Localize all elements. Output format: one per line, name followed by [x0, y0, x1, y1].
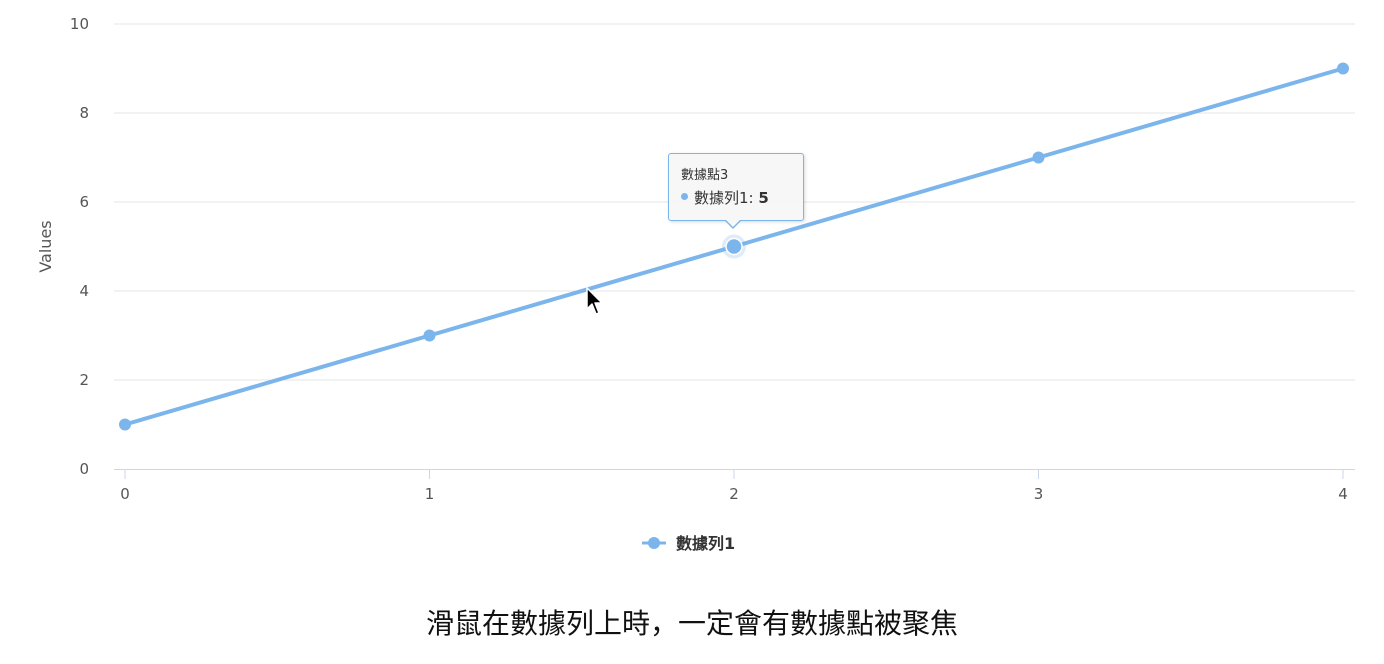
x-tick-label: 2 — [729, 485, 739, 503]
data-point[interactable] — [423, 329, 436, 342]
y-tick-label: 4 — [79, 282, 89, 300]
y-tick-label: 0 — [79, 460, 89, 478]
tooltip-value: 5 — [758, 189, 769, 207]
y-tick-labels: 0 2 4 6 8 10 — [70, 15, 89, 478]
legend[interactable]: 數據列1 — [642, 534, 735, 553]
y-tick-label: 6 — [79, 193, 89, 211]
x-tick-label: 0 — [120, 485, 130, 503]
tooltip-header: 數據點3 — [681, 168, 729, 183]
axes — [114, 469, 1355, 479]
tooltip-row: 數據列1: 5 — [681, 188, 793, 208]
tooltip-arrow-inner — [725, 219, 741, 227]
chart-svg: 0 2 4 6 8 10 0 1 2 3 4 Values 數據列1 — [36, 15, 1355, 553]
caption: 滑鼠在數據列上時，一定會有數據點被聚焦 — [425, 607, 958, 640]
x-tick-label: 1 — [425, 485, 435, 503]
x-tick-label: 4 — [1338, 485, 1348, 503]
x-tick-label: 3 — [1034, 485, 1044, 503]
tooltip-series-label: 數據列1: — [694, 189, 754, 207]
mouse-pointer-icon — [586, 287, 603, 315]
line-chart: 0 2 4 6 8 10 0 1 2 3 4 Values 數據列1 數據點3 數據列1: 5 — [36, 15, 1355, 553]
legend-marker-swatch — [648, 537, 660, 549]
data-point-hover[interactable] — [725, 237, 743, 256]
series-layer[interactable] — [119, 62, 1349, 431]
y-tick-label: 2 — [79, 371, 89, 389]
data-point[interactable] — [1337, 62, 1349, 75]
y-axis-title: Values — [36, 220, 55, 272]
data-point[interactable] — [119, 418, 131, 431]
tooltip: 數據點3 數據列1: 5 — [668, 153, 804, 229]
y-tick-label: 8 — [79, 104, 89, 122]
x-tick-labels: 0 1 2 3 4 — [120, 485, 1348, 503]
data-point[interactable] — [1032, 151, 1045, 164]
legend-item-series-1[interactable]: 數據列1 — [676, 534, 735, 553]
tooltip-series-dot-icon — [681, 193, 688, 200]
y-tick-label: 10 — [70, 15, 89, 33]
